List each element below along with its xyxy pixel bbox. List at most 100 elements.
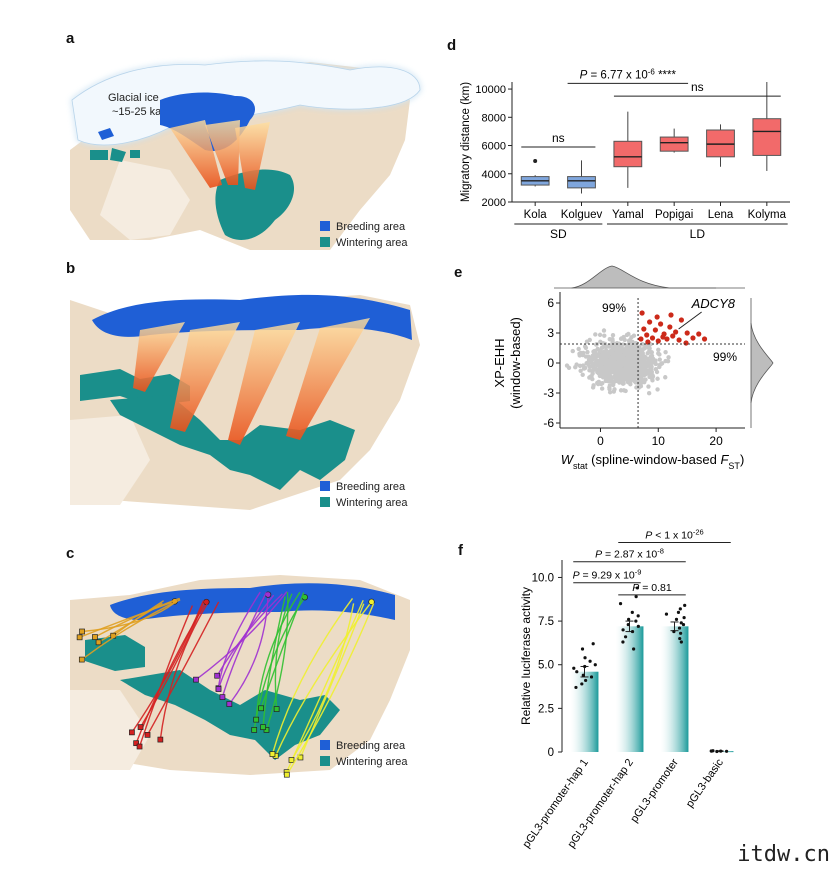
scatter-point bbox=[637, 351, 642, 356]
scatter-point bbox=[617, 360, 622, 366]
panel-letter-f: f bbox=[458, 542, 463, 559]
scatter-point bbox=[584, 339, 590, 344]
scatter-point bbox=[658, 361, 664, 367]
scatter-point bbox=[630, 359, 635, 364]
scatter-point bbox=[638, 375, 643, 380]
scatter-point bbox=[591, 367, 596, 372]
chart-f-pvalue-label: P < 1 x 10-26 bbox=[645, 527, 703, 542]
scatter-point bbox=[636, 356, 642, 362]
scatter-point bbox=[627, 350, 633, 355]
scatter-point bbox=[630, 350, 635, 355]
scatter-point bbox=[605, 359, 611, 364]
scatter-point bbox=[626, 370, 631, 376]
scatter-point bbox=[613, 377, 619, 382]
scatter-point bbox=[599, 345, 605, 351]
scatter-point bbox=[602, 356, 607, 361]
scatter-point bbox=[611, 355, 616, 361]
scatter-point bbox=[649, 360, 655, 366]
scatter-point bbox=[622, 359, 627, 364]
wintering-marker bbox=[92, 634, 98, 640]
box-lena bbox=[706, 129, 735, 158]
scatter-point bbox=[618, 375, 624, 381]
scatter-point bbox=[607, 358, 612, 363]
scatter-point bbox=[610, 356, 616, 361]
scatter-point bbox=[632, 375, 638, 380]
scatter-point bbox=[619, 357, 625, 362]
chart-e-y-tick-label: -6 bbox=[543, 416, 554, 430]
map-a-legend: Breeding area Wintering area bbox=[320, 221, 408, 249]
scatter-point bbox=[641, 355, 646, 361]
scatter-point bbox=[619, 346, 625, 351]
migration-track bbox=[81, 599, 181, 661]
scatter-point bbox=[587, 355, 592, 360]
bar-data-point bbox=[672, 629, 676, 634]
map-b-land bbox=[70, 295, 420, 510]
scatter-point bbox=[611, 366, 616, 371]
scatter-point bbox=[636, 369, 642, 374]
scatter-point bbox=[633, 359, 638, 364]
scatter-point bbox=[634, 349, 639, 355]
wintering-marker bbox=[95, 639, 102, 646]
scatter-point bbox=[623, 388, 628, 394]
scatter-point bbox=[650, 374, 656, 379]
scatter-point bbox=[640, 364, 646, 370]
scatter-point bbox=[604, 373, 609, 378]
scatter-point bbox=[630, 353, 635, 359]
scatter-point bbox=[627, 380, 633, 385]
map-a-land bbox=[70, 62, 410, 250]
scatter-point bbox=[590, 362, 596, 367]
scatter-point bbox=[611, 357, 617, 362]
migration-track bbox=[286, 603, 375, 776]
scatter-point bbox=[637, 372, 643, 377]
scatter-point bbox=[598, 353, 604, 358]
scatter-point bbox=[625, 367, 631, 373]
scatter-point bbox=[610, 356, 615, 362]
scatter-point bbox=[613, 350, 618, 356]
wintering-marker bbox=[226, 701, 233, 707]
scatter-point bbox=[615, 377, 620, 383]
scatter-point bbox=[638, 361, 643, 366]
scatter-point bbox=[622, 371, 628, 376]
scatter-point bbox=[602, 352, 607, 358]
scatter-point bbox=[606, 364, 611, 369]
scatter-point bbox=[605, 364, 611, 370]
scatter-point bbox=[640, 377, 645, 383]
scatter-point bbox=[603, 373, 608, 378]
bar-data-point bbox=[621, 640, 625, 644]
scatter-point bbox=[620, 358, 625, 364]
scatter-point bbox=[636, 365, 641, 371]
scatter-point bbox=[646, 345, 651, 350]
scatter-point bbox=[617, 353, 622, 358]
scatter-point bbox=[631, 346, 636, 351]
scatter-point bbox=[619, 336, 624, 341]
chart-d-y-label: Migratory distance (km) bbox=[460, 82, 472, 202]
scatter-point bbox=[617, 355, 622, 360]
scatter-point bbox=[601, 341, 606, 346]
scatter-point bbox=[631, 358, 636, 364]
chart-d-x-tick-label: Yamal bbox=[612, 209, 644, 221]
scatter-point bbox=[636, 360, 641, 366]
scatter-point bbox=[616, 357, 621, 363]
scatter-point bbox=[649, 350, 654, 355]
scatter-point bbox=[649, 350, 654, 355]
scatter-point bbox=[640, 362, 646, 368]
scatter-point bbox=[610, 347, 615, 353]
panel-letter-d: d bbox=[447, 37, 457, 54]
scatter-point bbox=[634, 368, 640, 374]
threshold-label-right: 99% bbox=[713, 350, 737, 364]
box-kolguev bbox=[567, 176, 596, 189]
scatter-point bbox=[590, 376, 595, 382]
scatter-point bbox=[619, 371, 625, 377]
scatter-point bbox=[638, 366, 643, 371]
scatter-point bbox=[598, 362, 603, 367]
scatter-point bbox=[628, 344, 633, 349]
scatter-point bbox=[628, 372, 634, 378]
scatter-point bbox=[610, 349, 616, 354]
map-c-breeding bbox=[110, 583, 395, 620]
scatter-point bbox=[606, 363, 612, 369]
scatter-point bbox=[620, 348, 625, 353]
scatter-point bbox=[617, 371, 622, 376]
scatter-point bbox=[643, 377, 648, 382]
scatter-point bbox=[640, 341, 645, 347]
scatter-point bbox=[632, 371, 638, 377]
